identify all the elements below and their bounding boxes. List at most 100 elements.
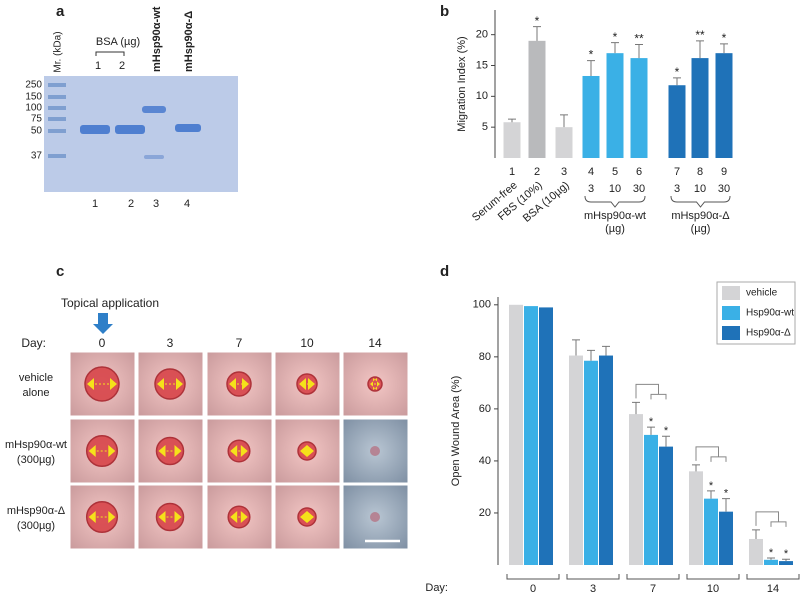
- y-tick-label: 60: [479, 403, 491, 415]
- panel-letter: d: [440, 263, 449, 280]
- bar: [749, 538, 763, 565]
- bar: [599, 355, 613, 565]
- y-tick-label: 20: [479, 507, 491, 519]
- measure-arrows: [88, 445, 116, 457]
- y-axis-label: Open Wound Area (%): [450, 376, 462, 486]
- significance: *: [649, 416, 654, 428]
- bsa-amount: 2: [119, 60, 125, 72]
- x-tick-label: 3: [590, 583, 596, 595]
- band: [80, 125, 110, 134]
- bar: [659, 446, 673, 565]
- measure-arrows: [158, 445, 182, 457]
- row-label: (300µg): [17, 520, 55, 532]
- bar: [764, 559, 778, 565]
- y-tick-label: 20: [476, 29, 488, 41]
- significance: *: [724, 488, 729, 500]
- band: [175, 124, 201, 132]
- bar: [715, 53, 733, 158]
- legend-label: vehicle: [746, 288, 778, 299]
- dose-label: 30: [718, 183, 730, 195]
- dose-label: 30: [633, 183, 645, 195]
- bar: [503, 122, 521, 158]
- wound: [155, 436, 185, 466]
- day-value: 10: [300, 336, 314, 350]
- bar: [629, 414, 643, 565]
- measure-arrows: [229, 378, 249, 390]
- band: [144, 155, 164, 159]
- bar: [668, 85, 686, 158]
- bar: [779, 561, 793, 565]
- dose-label: 3: [588, 183, 594, 195]
- x-axis-label: Day:: [425, 582, 448, 594]
- row-label: alone: [23, 387, 50, 399]
- wound-scar: [370, 512, 380, 522]
- y-tick-label: 10: [476, 90, 488, 102]
- x-tick-label: 14: [767, 583, 779, 595]
- significance: **: [695, 28, 705, 42]
- bar: [528, 40, 546, 159]
- application-label: Topical application: [61, 296, 159, 310]
- bar: [584, 360, 598, 565]
- wound-scar: [370, 446, 380, 456]
- bar: [555, 127, 573, 158]
- marker-label: 37: [31, 151, 43, 162]
- error-bar: [692, 464, 700, 472]
- bar: [644, 434, 658, 565]
- group-bracket: [584, 195, 646, 208]
- lane-number: 2: [128, 198, 134, 210]
- day-bracket: [746, 574, 800, 580]
- row-label: (300µg): [17, 454, 55, 466]
- bsa-label: BSA (µg): [96, 36, 140, 48]
- measure-arrows: [300, 445, 314, 457]
- measure-arrows: [157, 378, 183, 390]
- x-tick-label: 10: [707, 583, 719, 595]
- bsa-bracket: [95, 51, 125, 56]
- day-value: 3: [167, 336, 174, 350]
- row-label: mHsp90α-wt: [5, 439, 67, 451]
- legend-swatch: [722, 306, 740, 320]
- day-bracket: [506, 574, 560, 580]
- group-label: mHsp90α-Δ: [671, 210, 730, 222]
- dose-label: 10: [694, 183, 706, 195]
- x-tick-label: 7: [674, 166, 680, 178]
- bar: [582, 75, 600, 158]
- measure-arrows: [370, 378, 380, 390]
- ladder-band: [48, 83, 66, 87]
- significance-bracket: [755, 511, 787, 527]
- row-label: vehicle: [19, 372, 53, 384]
- wound: [155, 502, 185, 532]
- x-tick-label: 9: [721, 166, 727, 178]
- error-bar: [647, 426, 655, 435]
- bar: [691, 58, 709, 158]
- ladder-band: [48, 117, 66, 121]
- y-tick-label: 80: [479, 351, 491, 363]
- measure-arrows: [158, 511, 182, 523]
- significance: *: [675, 65, 680, 79]
- x-tick-label: 6: [636, 166, 642, 178]
- significance: *: [613, 30, 618, 44]
- band: [115, 125, 145, 134]
- error-bar: [673, 77, 681, 86]
- x-tick-label: 1: [509, 166, 515, 178]
- significance: *: [589, 48, 594, 62]
- error-bar: [696, 40, 704, 59]
- error-bar: [752, 529, 760, 539]
- marker-label: 150: [25, 92, 42, 103]
- marker-label: 50: [31, 126, 43, 137]
- significance-bracket: [635, 383, 667, 400]
- panel-letter: b: [440, 3, 449, 20]
- day-value: 0: [99, 336, 106, 350]
- legend-swatch: [722, 286, 740, 300]
- bar: [704, 498, 718, 565]
- day-bracket: [566, 574, 620, 580]
- measure-arrows: [230, 445, 248, 457]
- marker-label: 75: [31, 114, 43, 125]
- significance: *: [535, 14, 540, 28]
- error-bar: [782, 558, 790, 562]
- bar: [539, 307, 553, 565]
- significance: *: [769, 547, 774, 559]
- legend-label: Hsp90α-wt: [746, 308, 794, 319]
- lane-number: 4: [184, 198, 190, 210]
- error-bar: [533, 26, 541, 41]
